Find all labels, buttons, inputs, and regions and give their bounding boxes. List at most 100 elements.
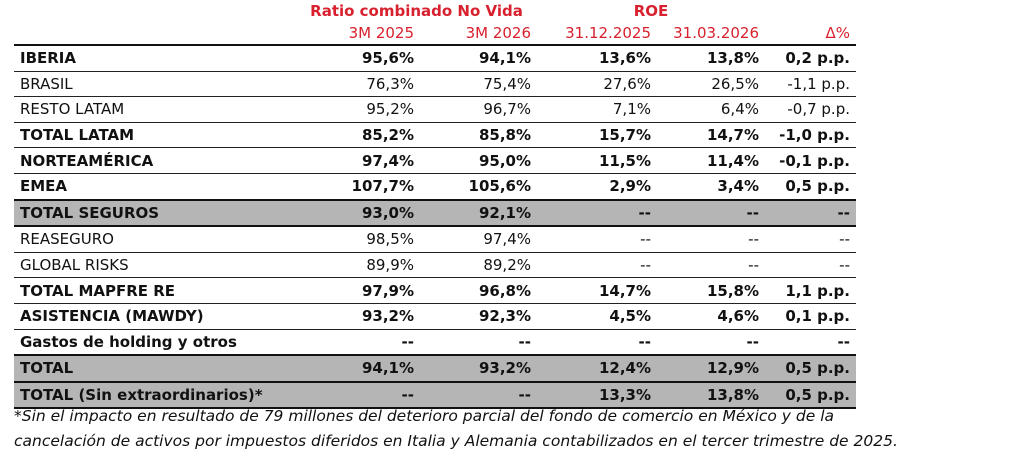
cell: 11,4% bbox=[657, 147, 765, 174]
footnote-line: cancelación de activos por impuestos dif… bbox=[14, 432, 898, 450]
table-row: RESTO LATAM 95,2% 96,7% 7,1% 6,4% -0,7 p.p. bbox=[14, 96, 856, 123]
cell: 11,5% bbox=[537, 147, 657, 174]
cell: 7,1% bbox=[537, 96, 657, 123]
footnote: *Sin el impacto en resultado de 79 millo… bbox=[14, 404, 898, 454]
row-label: RESTO LATAM bbox=[14, 96, 296, 123]
cell: 89,9% bbox=[296, 252, 420, 279]
cell: 85,2% bbox=[296, 122, 420, 149]
cell: 0,5 p.p. bbox=[765, 173, 856, 201]
cell: 92,3% bbox=[420, 303, 537, 330]
row-label: TOTAL (Sin extraordinarios)* bbox=[14, 380, 296, 410]
table-row: GLOBAL RISKS 89,9% 89,2% -- -- -- bbox=[14, 252, 856, 279]
cell: 0,5 p.p. bbox=[765, 354, 856, 383]
cell: 85,8% bbox=[420, 122, 537, 149]
cell: 6,4% bbox=[657, 96, 765, 123]
sub-header: 3M 2025 bbox=[348, 24, 414, 42]
cell: -1,0 p.p. bbox=[765, 122, 856, 149]
cell: -- bbox=[537, 198, 657, 228]
sub-header: 31.12.2025 bbox=[565, 24, 651, 42]
cell: 4,6% bbox=[657, 303, 765, 330]
cell: 107,7% bbox=[296, 173, 420, 201]
cell: -- bbox=[420, 329, 537, 356]
table-body: IBERIA 95,6% 94,1% 13,6% 13,8% 0,2 p.p. BRASIL… bbox=[14, 43, 856, 410]
cell: 89,2% bbox=[420, 252, 537, 279]
cell: -- bbox=[296, 380, 420, 410]
cell: 13,8% bbox=[657, 380, 765, 410]
row-label: ASISTENCIA (MAWDY) bbox=[14, 303, 296, 330]
row-label: GLOBAL RISKS bbox=[14, 252, 296, 279]
table-row: TOTAL 94,1% 93,2% 12,4% 12,9% 0,5 p.p. bbox=[14, 354, 856, 383]
sub-header: 31.03.2026 bbox=[673, 24, 759, 42]
sub-header: Δ% bbox=[825, 24, 850, 42]
cell: -- bbox=[420, 380, 537, 410]
cell: -- bbox=[296, 329, 420, 356]
cell: 105,6% bbox=[420, 173, 537, 201]
cell: 97,4% bbox=[296, 147, 420, 174]
cell: -- bbox=[657, 226, 765, 253]
cell: 4,5% bbox=[537, 303, 657, 330]
table-row: REASEGURO 98,5% 97,4% -- -- -- bbox=[14, 226, 856, 253]
cell: 3,4% bbox=[657, 173, 765, 201]
cell: 13,3% bbox=[537, 380, 657, 410]
row-label: REASEGURO bbox=[14, 226, 296, 253]
group-header: Ratio combinado No Vida bbox=[310, 2, 523, 20]
cell: -- bbox=[537, 252, 657, 279]
table-row: Gastos de holding y otros -- -- -- -- -- bbox=[14, 329, 856, 356]
cell: -0,7 p.p. bbox=[765, 96, 856, 123]
cell: -1,1 p.p. bbox=[765, 71, 856, 98]
cell: 15,7% bbox=[537, 122, 657, 149]
sub-header: 3M 2026 bbox=[465, 24, 531, 42]
cell: 14,7% bbox=[657, 122, 765, 149]
row-label: BRASIL bbox=[14, 71, 296, 98]
cell: 96,8% bbox=[420, 277, 537, 304]
cell: 27,6% bbox=[537, 71, 657, 98]
cell: 93,2% bbox=[296, 303, 420, 330]
row-label: TOTAL SEGUROS bbox=[14, 198, 296, 228]
cell: -- bbox=[765, 198, 856, 228]
cell: 0,1 p.p. bbox=[765, 303, 856, 330]
cell: 94,1% bbox=[420, 43, 537, 72]
cell: 0,2 p.p. bbox=[765, 43, 856, 72]
cell: 12,9% bbox=[657, 354, 765, 383]
footnote-line: *Sin el impacto en resultado de 79 millo… bbox=[14, 407, 835, 425]
cell: 26,5% bbox=[657, 71, 765, 98]
cell: 12,4% bbox=[537, 354, 657, 383]
cell: 76,3% bbox=[296, 71, 420, 98]
cell: 92,1% bbox=[420, 198, 537, 228]
cell: 98,5% bbox=[296, 226, 420, 253]
cell: 97,4% bbox=[420, 226, 537, 253]
cell: 95,6% bbox=[296, 43, 420, 72]
cell: 15,8% bbox=[657, 277, 765, 304]
cell: 14,7% bbox=[537, 277, 657, 304]
cell: 96,7% bbox=[420, 96, 537, 123]
cell: -- bbox=[765, 329, 856, 356]
cell: -0,1 p.p. bbox=[765, 147, 856, 174]
cell: 13,8% bbox=[657, 43, 765, 72]
cell: -- bbox=[765, 226, 856, 253]
table-row: EMEA 107,7% 105,6% 2,9% 3,4% 0,5 p.p. bbox=[14, 173, 856, 201]
row-label: EMEA bbox=[14, 173, 296, 201]
cell: 93,2% bbox=[420, 354, 537, 383]
group-header: ROE bbox=[633, 2, 669, 20]
cell: 1,1 p.p. bbox=[765, 277, 856, 304]
row-label: TOTAL MAPFRE RE bbox=[14, 277, 296, 304]
cell: 94,1% bbox=[296, 354, 420, 383]
sub-header-row: 3M 2025 3M 2026 31.12.2025 31.03.2026 Δ% bbox=[14, 22, 856, 45]
row-label: IBERIA bbox=[14, 43, 296, 72]
row-label: NORTEAMÉRICA bbox=[14, 147, 296, 174]
cell: 75,4% bbox=[420, 71, 537, 98]
row-label: TOTAL LATAM bbox=[14, 122, 296, 149]
row-label: TOTAL bbox=[14, 354, 296, 383]
cell: 95,2% bbox=[296, 96, 420, 123]
table-row: TOTAL SEGUROS 93,0% 92,1% -- -- -- bbox=[14, 198, 856, 228]
table-row: NORTEAMÉRICA 97,4% 95,0% 11,5% 11,4% -0,1 p.p… bbox=[14, 147, 856, 174]
cell: -- bbox=[657, 252, 765, 279]
cell: -- bbox=[657, 329, 765, 356]
table-row: TOTAL MAPFRE RE 97,9% 96,8% 14,7% 15,8% 1,1 p… bbox=[14, 277, 856, 304]
cell: 0,5 p.p. bbox=[765, 380, 856, 410]
cell: -- bbox=[537, 226, 657, 253]
table-row: TOTAL LATAM 85,2% 85,8% 15,7% 14,7% -1,0 p.p. bbox=[14, 122, 856, 149]
cell: 95,0% bbox=[420, 147, 537, 174]
cell: -- bbox=[657, 198, 765, 228]
group-header-row: Ratio combinado No Vida ROE bbox=[14, 0, 856, 22]
